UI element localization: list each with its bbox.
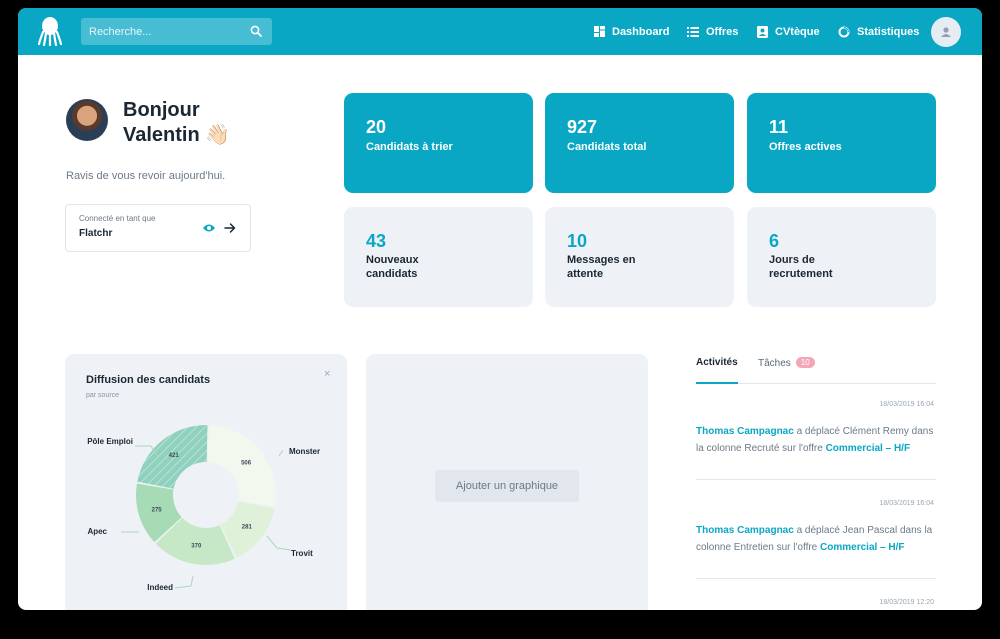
greeting-line-1: Bonjour: [123, 99, 200, 121]
slice-value-label: 275: [152, 508, 163, 514]
slice-category-label: Pôle Emploi: [87, 437, 133, 446]
add-chart-panel: Ajouter un graphique: [366, 354, 648, 610]
greeting-subtitle: Ravis de vous revoir aujourd'hui.: [66, 170, 226, 182]
stat-value: 43: [366, 231, 387, 251]
tab-activites-label: Activités: [696, 357, 738, 368]
donut-slice[interactable]: [136, 483, 182, 543]
search-icon[interactable]: [250, 25, 262, 37]
stat-label: Nouveaux candidats: [366, 254, 419, 280]
tab-activites[interactable]: Activités: [696, 357, 738, 384]
tab-taches-label: Tâches: [758, 358, 791, 369]
activity-offer-link[interactable]: Commercial – H/F: [820, 542, 905, 553]
activity-tabs: Activités Tâches 10: [696, 348, 936, 384]
stat-label: Offres actives: [769, 141, 842, 153]
donut-slice[interactable]: [155, 517, 235, 565]
connected-account-name: Flatchr: [79, 228, 113, 239]
greeting-line-2: Valentin 👋🏻: [123, 124, 231, 146]
contact-card-icon: [757, 25, 768, 38]
activity-message: Thomas Campagnac a déplacé Clément Remy …: [696, 423, 936, 457]
chart-title: Diffusion des candidats: [86, 374, 211, 386]
stat-label: Candidats total: [567, 141, 647, 153]
add-chart-button[interactable]: Ajouter un graphique: [435, 470, 579, 502]
search-input[interactable]: [81, 18, 241, 45]
eye-icon[interactable]: [202, 223, 216, 233]
list-icon: [687, 26, 699, 37]
stat-value: 927: [567, 117, 598, 137]
nav-offres-label: Offres: [706, 25, 739, 38]
slice-value-label: 370: [191, 544, 202, 550]
nav-dashboard-label: Dashboard: [612, 25, 670, 38]
activity-message: Thomas Campagnac a déplacé Jean Pascal d…: [696, 522, 936, 556]
stat-card-nouveaux-candidats[interactable]: 43 Nouveaux candidats: [344, 207, 533, 307]
activity-user-link[interactable]: Thomas Campagnac: [696, 426, 794, 437]
activity-time: 18/03/2019 12:20: [879, 599, 935, 606]
nav-statistiques-label: Statistiques: [857, 25, 920, 38]
nav-dashboard[interactable]: Dashboard: [594, 8, 669, 55]
stat-label: Candidats à trier: [366, 141, 453, 153]
profile-avatar: [66, 99, 108, 141]
stat-card-candidats-total[interactable]: 927 Candidats total: [545, 93, 734, 193]
slice-value-label: 281: [242, 524, 253, 530]
stat-label: Messages en attente: [567, 254, 636, 280]
slice-value-label: 421: [169, 453, 180, 459]
nav-cvtheque-label: CVtèque: [775, 25, 820, 38]
close-icon[interactable]: ×: [324, 368, 331, 380]
octopus-logo-icon[interactable]: [38, 16, 62, 46]
activity-time: 18/03/2019 16:04: [879, 500, 935, 507]
activity-offer-link[interactable]: Commercial – H/F: [825, 443, 911, 454]
activity-text: a déplacé Jean Pascal dans la colonne En…: [696, 525, 933, 553]
divider: [696, 578, 936, 579]
slice-value-label: 506: [241, 461, 252, 467]
donut-chart: 506 Monster 281 Trovit 370 Indeed 275 Apec 421 Pô…: [87, 425, 320, 592]
stat-value: 10: [567, 231, 588, 251]
slice-connector: [266, 535, 292, 551]
donut-slice[interactable]: [137, 425, 208, 489]
search-box[interactable]: [81, 18, 272, 45]
slice-category-label: Apec: [87, 527, 107, 536]
stat-value: 20: [366, 117, 387, 137]
slice-connector: [278, 449, 284, 457]
stat-card-jours-de-recrutement[interactable]: 6 Jours de recrutement: [747, 207, 936, 307]
donut-slice[interactable]: [220, 501, 275, 558]
user-icon: [941, 27, 951, 37]
donut-chart-icon: [838, 26, 850, 37]
app-window: Dashboard Offres CVtèque Statistiques: [18, 8, 982, 610]
arrow-right-icon[interactable]: [224, 222, 236, 234]
slice-connector: [174, 575, 194, 589]
dashboard-icon: [594, 26, 605, 37]
nav-cvtheque[interactable]: CVtèque: [757, 8, 820, 55]
tasks-count-badge: 10: [795, 357, 815, 368]
slice-category-label: Monster: [289, 447, 320, 456]
slice-connector: [135, 445, 158, 457]
stat-value: 11: [769, 117, 789, 137]
activity-text: a déplacé Clément Remy dans la colonne R…: [696, 426, 934, 454]
user-avatar-button[interactable]: [931, 17, 961, 47]
greeting: Bonjour Valentin 👋🏻: [123, 98, 230, 148]
connected-as-label: Connecté en tant que: [79, 214, 156, 223]
activity-time: 18/03/2019 16:04: [879, 401, 935, 408]
tab-taches[interactable]: Tâches 10: [758, 357, 815, 369]
donut-slice[interactable]: [207, 425, 276, 507]
nav-statistiques[interactable]: Statistiques: [838, 8, 919, 55]
activity-user-link[interactable]: Thomas Campagnac: [696, 525, 794, 536]
nav-offres[interactable]: Offres: [687, 8, 738, 55]
stat-value: 6: [769, 231, 780, 251]
stat-card-messages-en-attente[interactable]: 10 Messages en attente: [545, 207, 734, 307]
chart-panel: 506 Monster 281 Trovit 370 Indeed 275 Apec 421 Pô…: [65, 354, 347, 610]
divider: [696, 479, 936, 480]
slice-category-label: Trovit: [291, 549, 313, 558]
chart-subtitle: par source: [86, 392, 120, 399]
stat-card-offres-actives[interactable]: 11 Offres actives: [747, 93, 936, 193]
slice-category-label: Indeed: [147, 583, 173, 592]
top-bar: Dashboard Offres CVtèque Statistiques: [18, 8, 982, 55]
connected-as-box: Connecté en tant que Flatchr: [65, 204, 251, 252]
stat-card-candidats-a-trier[interactable]: 20 Candidats à trier: [344, 93, 533, 193]
stat-label: Jours de recrutement: [769, 254, 833, 280]
